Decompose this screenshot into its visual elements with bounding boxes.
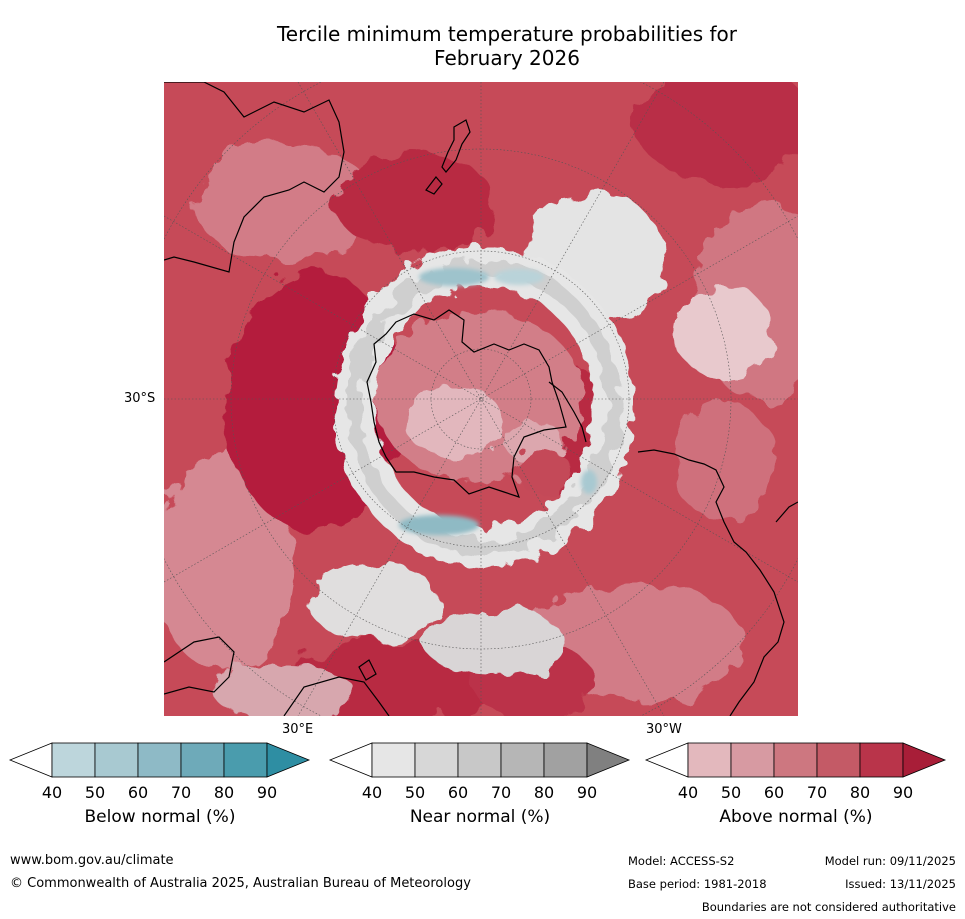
colorbar-tick-label: 40 xyxy=(41,783,63,802)
colorbar-bin xyxy=(94,742,139,778)
above-normal-colorbar xyxy=(644,742,947,778)
legend-above-normal: 40 50 60 70 80 90 Above normal (%) xyxy=(644,742,947,863)
website-text: www.bom.gov.au/climate xyxy=(10,853,174,868)
colorbar-bin xyxy=(730,742,775,778)
below-normal-legend-label: Below normal (%) xyxy=(84,807,236,827)
model-run-text: Model run: 09/11/2025 xyxy=(824,854,956,868)
longitude-label-30w: 30°W xyxy=(646,722,682,737)
map-canvas xyxy=(164,82,798,716)
colorbar-bin xyxy=(859,742,904,778)
colorbar-bin xyxy=(687,742,732,778)
colorbar-extend-low xyxy=(8,742,53,778)
colorbar-tick-label: 90 xyxy=(576,783,598,802)
near-normal-ring xyxy=(334,247,634,567)
colorbar-tick-label: 80 xyxy=(213,783,235,802)
copyright-text: © Commonwealth of Australia 2025, Austra… xyxy=(10,876,471,891)
colorbar-extend-low xyxy=(644,742,689,778)
legend-near-normal: 40 50 60 70 80 90 Near normal (%) xyxy=(328,742,631,863)
colorbar-extend-high xyxy=(902,742,947,778)
colorbar-tick-label: 80 xyxy=(533,783,555,802)
title-line-2: February 2026 xyxy=(434,46,580,70)
colorbar-bin xyxy=(816,742,861,778)
colorbar-bin xyxy=(500,742,545,778)
issued-text: Issued: 13/11/2025 xyxy=(845,877,956,891)
colorbar-tick-label: 90 xyxy=(256,783,278,802)
colorbar-bin xyxy=(414,742,459,778)
colorbar-tick-label: 50 xyxy=(84,783,106,802)
chart-title: Tercile minimum temperature probabilitie… xyxy=(160,22,854,70)
colorbar-extend-high xyxy=(266,742,311,778)
antarctica-shading xyxy=(374,312,584,494)
latitude-label-30s: 30°S xyxy=(124,391,156,406)
colorbar-bin xyxy=(180,742,225,778)
colorbar-tick-label: 40 xyxy=(677,783,699,802)
colorbar-bin xyxy=(773,742,818,778)
title-line-1: Tercile minimum temperature probabilitie… xyxy=(276,22,738,46)
near-normal-legend-label: Near normal (%) xyxy=(409,807,551,827)
colorbar-tick-label: 40 xyxy=(361,783,383,802)
colorbar-tick-label: 80 xyxy=(849,783,871,802)
base-period-text: Base period: 1981-2018 xyxy=(628,877,767,891)
colorbar-extend-high xyxy=(586,742,631,778)
above-normal-legend-label: Above normal (%) xyxy=(719,807,873,827)
polar-probability-map xyxy=(164,82,798,716)
colorbar-tick-label: 60 xyxy=(763,783,785,802)
colorbar-tick-label: 70 xyxy=(170,783,192,802)
model-text: Model: ACCESS-S2 xyxy=(628,854,735,868)
colorbar-tick-label: 60 xyxy=(127,783,149,802)
colorbar-tick-label: 90 xyxy=(892,783,914,802)
longitude-label-30e: 30°E xyxy=(282,722,314,737)
below-normal-patches xyxy=(399,268,597,535)
below-normal-colorbar xyxy=(8,742,311,778)
colorbar-bin xyxy=(223,742,268,778)
colorbar-tick-label: 70 xyxy=(490,783,512,802)
colorbar-bin xyxy=(137,742,182,778)
colorbar-tick-label: 60 xyxy=(447,783,469,802)
colorbar-bin xyxy=(51,742,96,778)
graticule xyxy=(164,82,798,716)
colorbar-bin xyxy=(457,742,502,778)
colorbar-bin xyxy=(543,742,588,778)
coastlines xyxy=(164,82,798,716)
colorbar-bin xyxy=(371,742,416,778)
legend-below-normal: 40 50 60 70 80 90 Below normal (%) xyxy=(8,742,311,863)
colorbar-tick-label: 70 xyxy=(806,783,828,802)
colorbar-tick-label: 50 xyxy=(720,783,742,802)
colorbar-tick-label: 50 xyxy=(404,783,426,802)
near-normal-colorbar xyxy=(328,742,631,778)
disclaimer-text: Boundaries are not considered authoritat… xyxy=(701,900,956,914)
colorbar-extend-low xyxy=(328,742,373,778)
